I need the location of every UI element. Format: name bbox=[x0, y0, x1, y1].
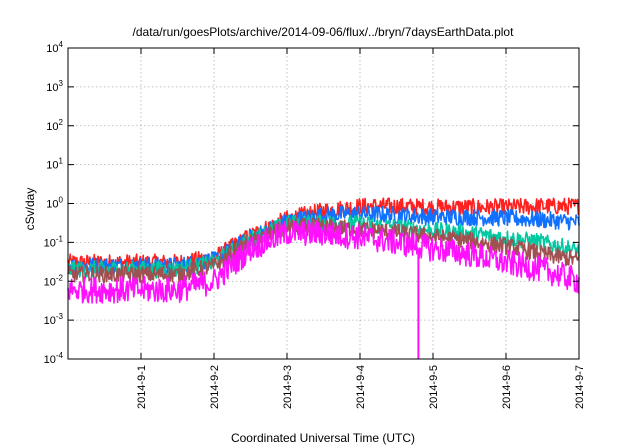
y-axis-label: cSv/day bbox=[23, 188, 37, 231]
y-tick-label: 104 bbox=[46, 40, 63, 55]
series-line bbox=[67, 219, 580, 304]
y-tick-label: 102 bbox=[46, 118, 63, 133]
x-tick-label: 2014-9-3 bbox=[282, 365, 294, 409]
y-tick-label: 10-2 bbox=[44, 273, 64, 288]
x-tick-label: 2014-9-6 bbox=[501, 365, 513, 409]
y-tick-label: 101 bbox=[46, 157, 63, 172]
y-tick-label: 10-4 bbox=[44, 351, 64, 366]
data-series bbox=[67, 197, 580, 359]
x-tick-label: 2014-9-2 bbox=[209, 365, 221, 409]
x-tick-label: 2014-9-5 bbox=[428, 365, 440, 409]
plot-frame bbox=[67, 47, 580, 360]
x-tick-label: 2014-9-4 bbox=[355, 365, 367, 409]
y-tick-label: 103 bbox=[46, 79, 63, 94]
x-tick-label: 2014-9-7 bbox=[574, 365, 586, 409]
y-tick-label: 10-1 bbox=[44, 234, 64, 249]
axis-ticks: 10-4 10-3 10-2 10-1 100 101 102 103 104 2014-9-1 2… bbox=[44, 40, 586, 409]
x-axis-label: Coordinated Universal Time (UTC) bbox=[231, 431, 415, 445]
y-tick-label: 100 bbox=[46, 196, 63, 211]
y-tick-label: 10-3 bbox=[44, 312, 64, 327]
chart-title: /data/run/goesPlots/archive/2014-09-06/f… bbox=[133, 25, 515, 39]
x-tick-label: 2014-9-1 bbox=[136, 365, 148, 409]
